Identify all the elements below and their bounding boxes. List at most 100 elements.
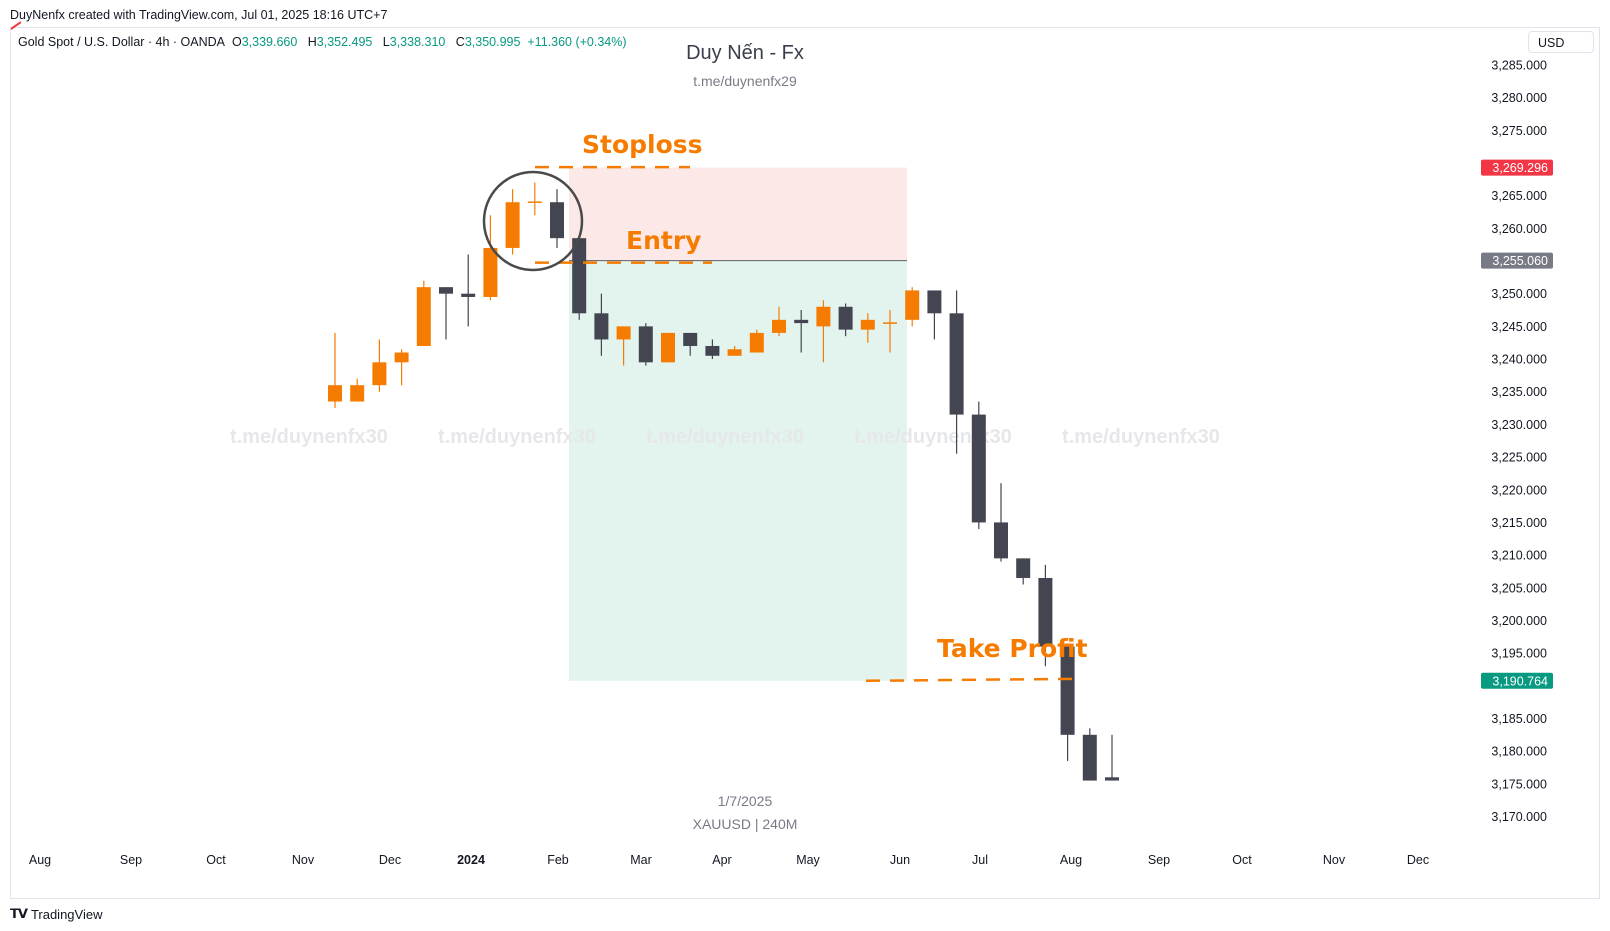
position-lines — [535, 165, 1081, 683]
candle — [705, 339, 720, 360]
candle — [505, 189, 520, 255]
legend-open-value: 3,339.660 — [241, 35, 298, 49]
watermark-text: t.me/duynenfx30 — [438, 426, 596, 448]
time-tick-label: Nov — [292, 853, 315, 867]
candle-body — [1082, 734, 1097, 781]
legend-change: +11.360 (+0.34%) — [527, 35, 627, 49]
candle-body — [949, 313, 964, 415]
price-tick-label: 3,200.000 — [1491, 614, 1547, 628]
legend-high-value: 3,352.495 — [316, 35, 373, 49]
candle-body — [394, 352, 409, 363]
price-tick-label: 3,240.000 — [1491, 353, 1547, 367]
candle — [416, 280, 431, 346]
take-profit-annotation: Take Profit — [937, 634, 1088, 663]
candle-body — [816, 306, 831, 327]
time-tick-label: Aug — [1060, 853, 1082, 867]
candle-body — [461, 293, 476, 297]
candle — [461, 254, 476, 327]
watermark-layer: t.me/duynenfx30 t.me/duynenfx30 t.me/duyne… — [230, 426, 1220, 448]
candle — [794, 310, 809, 353]
price-tick-label: 3,215.000 — [1491, 516, 1547, 530]
candle — [994, 483, 1008, 562]
bottom-date: 1/7/2025 — [718, 793, 773, 809]
legend-symbol[interactable]: Gold Spot / U.S. Dollar · 4h · OANDA — [18, 35, 226, 49]
candle — [927, 290, 942, 340]
position-zones — [569, 167, 907, 681]
candle-body — [1016, 558, 1031, 578]
price-tick-label: 3,245.000 — [1491, 320, 1547, 334]
price-tick-label: 3,225.000 — [1491, 451, 1547, 465]
target-price-tag-text: 3,190.764 — [1492, 674, 1548, 688]
candle — [661, 332, 675, 363]
target-price-tag: 3,190.764 — [1481, 672, 1553, 689]
time-tick-label: Sep — [1148, 853, 1170, 867]
price-tick-label: 3,235.000 — [1491, 385, 1547, 399]
candle — [550, 189, 564, 248]
time-tick-label: May — [796, 853, 820, 867]
candle — [772, 306, 786, 337]
candle-body — [550, 202, 564, 239]
price-tick-label: 3,265.000 — [1491, 189, 1547, 203]
legend-low-label: L — [382, 35, 390, 49]
candle-body — [994, 522, 1008, 559]
candle — [483, 215, 498, 301]
candle-body — [749, 332, 764, 353]
symbol-legend[interactable]: Gold Spot / U.S. Dollar · 4h · OANDA O3,… — [18, 35, 627, 49]
time-tick-label: Apr — [712, 853, 731, 867]
candle — [971, 401, 986, 529]
currency-button[interactable]: USD — [1528, 31, 1594, 53]
time-tick-label: Oct — [206, 853, 226, 867]
candle-body — [661, 332, 675, 363]
candle — [1060, 646, 1075, 761]
candle — [350, 378, 365, 402]
chart-frame — [10, 27, 1600, 899]
candle-body — [372, 362, 387, 386]
entry-price-tag-box — [1481, 252, 1553, 269]
candle-body — [683, 332, 698, 346]
chart-creator-line: DuyNenfx created with TradingView.com, J… — [10, 8, 388, 22]
candle — [816, 300, 831, 363]
take-profit-dashed-line — [865, 677, 1081, 683]
candle-body — [705, 345, 720, 356]
entry-annotation: Entry — [626, 226, 701, 255]
candle-body — [1060, 646, 1075, 735]
candle — [883, 310, 897, 353]
candle — [372, 339, 387, 392]
candle — [572, 238, 587, 320]
price-axis: 3,170.000 3,175.000 3,180.000 3,185.000 3,19… — [1491, 58, 1547, 824]
take-profit-zone — [569, 260, 907, 681]
time-tick-label: Sep — [120, 853, 142, 867]
price-tick-label: 3,260.000 — [1491, 222, 1547, 236]
candle — [1016, 558, 1031, 585]
candle — [727, 345, 742, 356]
stoploss-annotation: Stoploss — [582, 130, 703, 159]
candle-body — [927, 290, 942, 314]
candle-body — [505, 202, 520, 248]
time-tick-label: Aug — [29, 853, 51, 867]
candle-body — [416, 287, 431, 346]
price-tick-label: 3,180.000 — [1491, 745, 1547, 759]
legend-close-value: 3,350.995 — [464, 35, 521, 49]
chart-subtitle: t.me/duynenfx29 — [693, 73, 797, 89]
candle — [439, 287, 453, 340]
price-tick-label: 3,230.000 — [1491, 418, 1547, 432]
candle — [527, 182, 542, 216]
tradingview-logo-icon: 𝗧𝗩 — [10, 906, 28, 921]
stop-price-tag-text: 3,269.296 — [1492, 161, 1548, 175]
entry-price-tag-text: 3,255.060 — [1492, 254, 1548, 268]
candle — [1038, 564, 1053, 667]
candle — [1082, 728, 1097, 781]
time-axis: Aug Sep Oct Nov Dec 2024 Feb Mar Apr May Jun Jul Aug… — [29, 853, 1429, 867]
candle — [638, 323, 653, 366]
candle-body — [572, 238, 587, 314]
tradingview-brand[interactable]: 𝗧𝗩 TradingView — [10, 906, 102, 922]
watermark-text: t.me/duynenfx30 — [854, 426, 1012, 448]
candle — [1105, 734, 1119, 781]
candle — [594, 293, 609, 356]
price-tick-label: 3,280.000 — [1491, 91, 1547, 105]
candle — [749, 329, 764, 353]
candle-body — [594, 313, 609, 340]
candle-body — [1038, 577, 1053, 647]
watermark-text: t.me/duynenfx30 — [230, 426, 388, 448]
